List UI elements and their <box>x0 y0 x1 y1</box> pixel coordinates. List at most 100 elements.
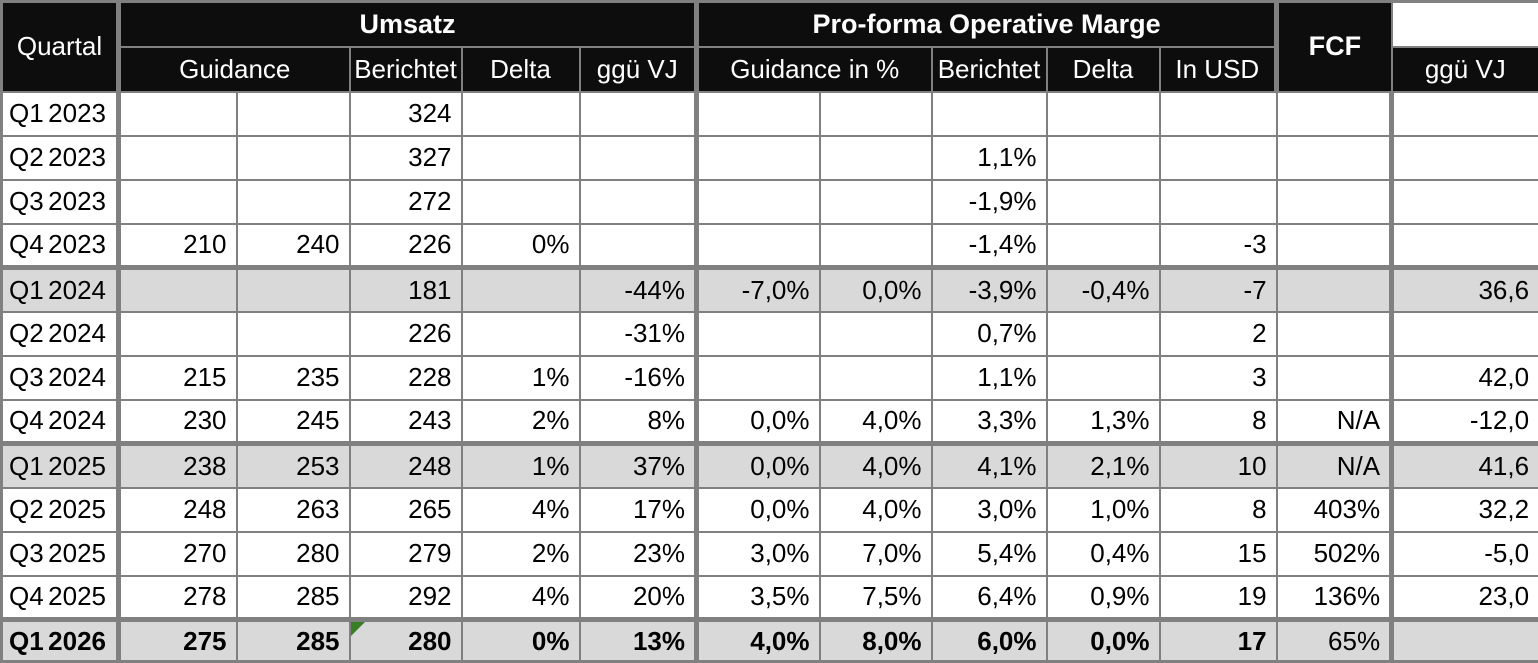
cell-fcf[interactable]: -5,0 <box>1392 532 1538 576</box>
cell-marge_delta[interactable]: -0,4% <box>1047 268 1160 312</box>
cell-umsatz_guidance_high[interactable] <box>237 92 350 136</box>
header-fcf[interactable]: FCF <box>1277 2 1392 92</box>
cell-umsatz_guidance_high[interactable] <box>237 268 350 312</box>
cell-marge_ggue_vj[interactable] <box>1277 268 1392 312</box>
cell-fcf[interactable]: 42,0 <box>1392 356 1538 400</box>
cell-marge_delta[interactable] <box>1047 312 1160 356</box>
cell-umsatz_ggue_vj[interactable]: 23% <box>580 532 697 576</box>
cell-fcf[interactable]: -12,0 <box>1392 400 1538 444</box>
header-umsatz-group[interactable]: Umsatz <box>119 2 697 47</box>
cell-umsatz_delta[interactable]: 0% <box>462 620 580 662</box>
cell-umsatz_guidance_low[interactable]: 238 <box>119 444 237 488</box>
cell-umsatz_berichtet[interactable]: 228 <box>350 356 462 400</box>
cell-fcf[interactable] <box>1392 620 1538 662</box>
cell-fcf[interactable] <box>1392 136 1538 180</box>
cell-fcf[interactable] <box>1392 312 1538 356</box>
cell-umsatz_ggue_vj[interactable]: 17% <box>580 488 697 532</box>
cell-umsatz_delta[interactable]: 1% <box>462 444 580 488</box>
cell-marge_guidance_low[interactable] <box>697 224 820 268</box>
header-umsatz-guidance[interactable]: Guidance <box>119 47 350 92</box>
cell-umsatz_guidance_high[interactable] <box>237 136 350 180</box>
cell-marge_guidance_high[interactable] <box>820 312 932 356</box>
cell-umsatz_ggue_vj[interactable]: 13% <box>580 620 697 662</box>
cell-umsatz_guidance_high[interactable]: 253 <box>237 444 350 488</box>
cell-umsatz_guidance_low[interactable]: 230 <box>119 400 237 444</box>
cell-marge_guidance_low[interactable] <box>697 92 820 136</box>
cell-marge_guidance_high[interactable] <box>820 224 932 268</box>
cell-marge_ggue_vj[interactable]: 403% <box>1277 488 1392 532</box>
cell-marge_ggue_vj[interactable]: N/A <box>1277 400 1392 444</box>
cell-umsatz_guidance_low[interactable]: 210 <box>119 224 237 268</box>
cell-umsatz_guidance_low[interactable]: 215 <box>119 356 237 400</box>
cell-marge_berichtet[interactable] <box>932 92 1047 136</box>
cell-umsatz_berichtet[interactable]: 181 <box>350 268 462 312</box>
cell-umsatz_guidance_high[interactable]: 235 <box>237 356 350 400</box>
header-marge-delta[interactable]: Delta <box>1047 47 1160 92</box>
cell-marge_berichtet[interactable]: 1,1% <box>932 136 1047 180</box>
cell-umsatz_ggue_vj[interactable] <box>580 92 697 136</box>
cell-umsatz_guidance_low[interactable] <box>119 92 237 136</box>
cell-umsatz_guidance_high[interactable]: 263 <box>237 488 350 532</box>
cell-marge_delta[interactable]: 0,0% <box>1047 620 1160 662</box>
header-umsatz-ggue-vj[interactable]: ggü VJ <box>580 47 697 92</box>
cell-marge_berichtet[interactable]: -3,9% <box>932 268 1047 312</box>
cell-marge_guidance_high[interactable] <box>820 180 932 224</box>
header-umsatz-berichtet[interactable]: Berichtet <box>350 47 462 92</box>
header-marge-ggue-vj[interactable]: ggü VJ <box>1392 47 1538 92</box>
cell-marge_guidance_low[interactable]: -7,0% <box>697 268 820 312</box>
cell-umsatz_delta[interactable] <box>462 92 580 136</box>
cell-marge_in_usd[interactable] <box>1160 92 1277 136</box>
cell-marge_in_usd[interactable]: 17 <box>1160 620 1277 662</box>
cell-marge_guidance_low[interactable] <box>697 356 820 400</box>
cell-marge_in_usd[interactable]: 3 <box>1160 356 1277 400</box>
cell-marge_guidance_high[interactable]: 0,0% <box>820 268 932 312</box>
cell-marge_berichtet[interactable]: 3,3% <box>932 400 1047 444</box>
cell-umsatz_ggue_vj[interactable] <box>580 136 697 180</box>
cell-marge_guidance_low[interactable] <box>697 136 820 180</box>
cell-marge_delta[interactable] <box>1047 136 1160 180</box>
cell-fcf[interactable] <box>1392 224 1538 268</box>
cell-marge_delta[interactable] <box>1047 180 1160 224</box>
cell-umsatz_guidance_high[interactable]: 280 <box>237 532 350 576</box>
cell-marge_in_usd[interactable]: 19 <box>1160 576 1277 620</box>
cell-marge_guidance_low[interactable]: 0,0% <box>697 400 820 444</box>
cell-marge_berichtet[interactable]: -1,4% <box>932 224 1047 268</box>
cell-marge_guidance_high[interactable]: 7,0% <box>820 532 932 576</box>
cell-umsatz_guidance_low[interactable]: 278 <box>119 576 237 620</box>
cell-umsatz_berichtet[interactable]: 226 <box>350 312 462 356</box>
cell-marge_delta[interactable]: 0,9% <box>1047 576 1160 620</box>
cell-umsatz_delta[interactable] <box>462 136 580 180</box>
cell-umsatz_guidance_high[interactable]: 285 <box>237 620 350 662</box>
cell-umsatz_delta[interactable]: 2% <box>462 400 580 444</box>
header-marge-berichtet[interactable]: Berichtet <box>932 47 1047 92</box>
cell-umsatz_delta[interactable] <box>462 312 580 356</box>
cell-umsatz_berichtet[interactable]: 324 <box>350 92 462 136</box>
cell-marge_delta[interactable] <box>1047 356 1160 400</box>
cell-umsatz_guidance_low[interactable]: 270 <box>119 532 237 576</box>
cell-marge_berichtet[interactable]: 4,1% <box>932 444 1047 488</box>
cell-umsatz_berichtet[interactable]: 292 <box>350 576 462 620</box>
cell-umsatz_ggue_vj[interactable]: 37% <box>580 444 697 488</box>
cell-marge_guidance_low[interactable]: 3,0% <box>697 532 820 576</box>
cell-umsatz_guidance_high[interactable] <box>237 180 350 224</box>
header-marge-guidance[interactable]: Guidance in % <box>697 47 932 92</box>
cell-marge_guidance_high[interactable] <box>820 136 932 180</box>
cell-marge_ggue_vj[interactable] <box>1277 312 1392 356</box>
cell-marge_ggue_vj[interactable] <box>1277 136 1392 180</box>
cell-marge_delta[interactable]: 0,4% <box>1047 532 1160 576</box>
cell-fcf[interactable] <box>1392 92 1538 136</box>
cell-umsatz_ggue_vj[interactable] <box>580 180 697 224</box>
cell-marge_in_usd[interactable] <box>1160 136 1277 180</box>
cell-marge_in_usd[interactable]: 2 <box>1160 312 1277 356</box>
cell-umsatz_delta[interactable]: 4% <box>462 576 580 620</box>
cell-umsatz_guidance_low[interactable] <box>119 180 237 224</box>
cell-marge_guidance_low[interactable] <box>697 180 820 224</box>
cell-umsatz_ggue_vj[interactable]: -16% <box>580 356 697 400</box>
cell-marge_guidance_low[interactable]: 0,0% <box>697 488 820 532</box>
